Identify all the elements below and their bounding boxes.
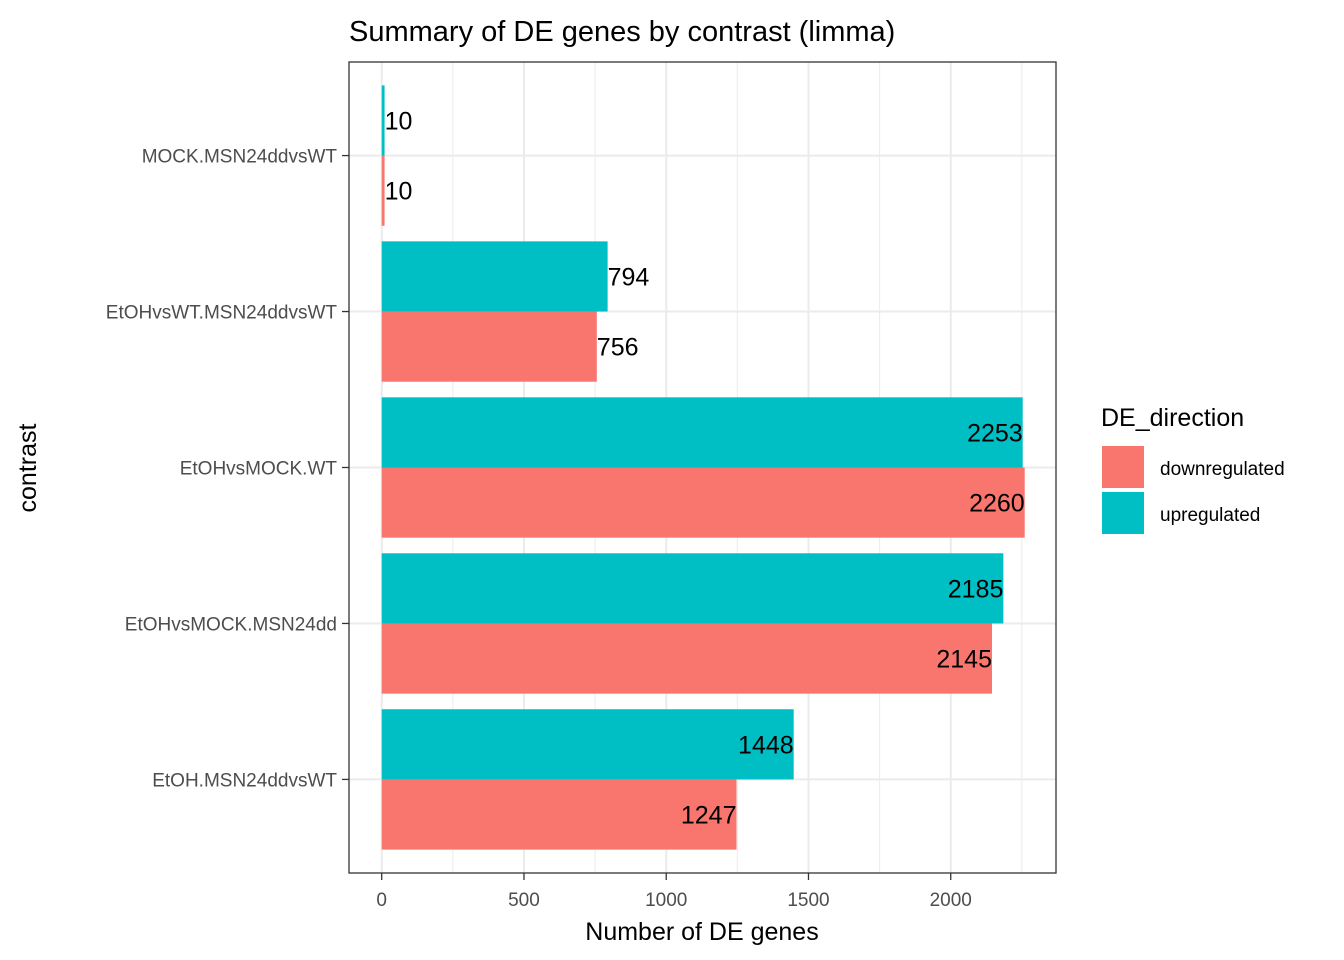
chart-title: Summary of DE genes by contrast (limma) <box>349 16 895 48</box>
bar-value-label: 2260 <box>969 490 1025 518</box>
bar-value-label: 2185 <box>948 575 1004 603</box>
bar-downregulated <box>381 311 597 382</box>
bar-value-label: 794 <box>608 263 650 291</box>
y-tick-label: EtOH.MSN24ddvsWT <box>152 770 337 791</box>
bar-value-label: 2253 <box>967 419 1023 447</box>
legend-label: downregulated <box>1160 459 1285 480</box>
y-axis-title: contrast <box>14 423 42 512</box>
bar-value-label: 2145 <box>936 646 992 674</box>
bar-upregulated <box>381 709 794 780</box>
x-tick-label: 0 <box>376 890 387 911</box>
legend-key-downregulated <box>1102 446 1144 488</box>
x-axis-title: Number of DE genes <box>585 918 818 946</box>
bar-value-label: 1448 <box>738 731 794 759</box>
x-tick-label: 500 <box>508 890 540 911</box>
x-tick-label: 2000 <box>930 890 972 911</box>
bar-downregulated <box>381 779 737 850</box>
bar-downregulated <box>381 467 1025 538</box>
bar-upregulated <box>381 553 1004 624</box>
legend-title: DE_direction <box>1101 404 1244 432</box>
x-tick-label: 1500 <box>787 890 829 911</box>
bar-upregulated <box>381 397 1023 468</box>
legend-label: upregulated <box>1160 505 1260 526</box>
y-tick-label: EtOHvsMOCK.WT <box>180 459 338 480</box>
x-tick-label: 1000 <box>645 890 687 911</box>
bar-value-label: 1247 <box>681 802 737 830</box>
plot-panel: 1448 1247 2185 2145 2253 2260 794 756 10 10 0 500 10… <box>106 61 1057 911</box>
y-tick-label: MOCK.MSN24ddvsWT <box>142 147 338 168</box>
bar-value-label: 10 <box>385 107 413 135</box>
bar-value-label: 756 <box>597 334 639 362</box>
bar-upregulated <box>381 85 385 156</box>
y-tick-label: EtOHvsWT.MSN24ddvsWT <box>106 303 338 324</box>
y-tick-label: EtOHvsMOCK.MSN24dd <box>125 614 337 635</box>
legend-key-upregulated <box>1102 492 1144 534</box>
bar-upregulated <box>381 241 608 312</box>
legend: DE_direction downregulated upregulated <box>1101 404 1285 534</box>
bar-value-label: 10 <box>385 178 413 206</box>
bar-downregulated <box>381 623 992 694</box>
bar-downregulated <box>381 155 385 226</box>
